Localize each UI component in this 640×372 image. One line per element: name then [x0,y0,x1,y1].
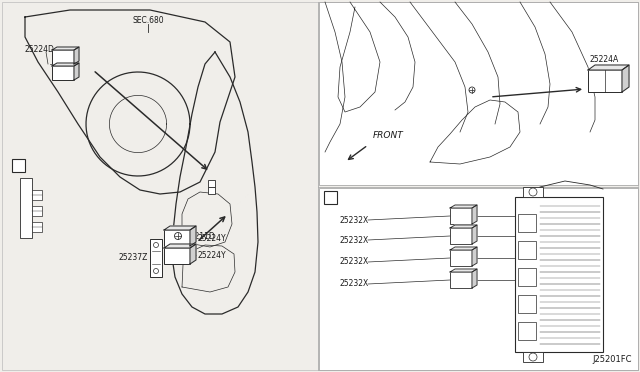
Polygon shape [472,225,477,244]
Bar [450,208,472,224]
Bar [52,66,74,80]
Bar [208,187,215,194]
Bar [12,159,25,172]
Bar [450,250,472,266]
Bar [518,241,536,259]
Text: 25232X: 25232X [340,279,369,289]
Text: A: A [327,193,334,202]
Polygon shape [472,247,477,266]
Bar [518,295,536,313]
Polygon shape [74,47,79,64]
Circle shape [529,188,537,196]
Text: SEC.240: SEC.240 [570,199,602,208]
Bar [32,222,42,232]
Bar [20,178,32,238]
Bar [32,190,42,200]
Polygon shape [74,63,79,80]
Text: 25211D: 25211D [185,231,215,241]
Polygon shape [588,65,629,70]
Bar [150,239,162,277]
Bar [450,272,472,288]
Text: 25237Z: 25237Z [118,253,148,263]
Bar [523,352,543,362]
Polygon shape [622,65,629,92]
Polygon shape [450,205,477,208]
Bar [164,248,190,264]
Bar [319,2,638,185]
Circle shape [529,353,537,361]
Circle shape [154,243,159,247]
Polygon shape [450,247,477,250]
Bar [208,180,215,187]
Bar [52,50,74,64]
Polygon shape [52,63,79,66]
Bar [164,230,190,246]
Text: SEC.680: SEC.680 [132,16,164,25]
Text: 25232X: 25232X [340,215,369,224]
Bar [588,70,622,92]
Polygon shape [450,225,477,228]
Polygon shape [164,244,196,248]
Text: 25232X: 25232X [340,257,369,266]
Bar [319,188,638,370]
Text: 25224A: 25224A [590,55,620,64]
Circle shape [154,269,159,273]
Circle shape [175,232,182,240]
Polygon shape [52,47,79,50]
Polygon shape [190,244,196,264]
Polygon shape [472,205,477,224]
Polygon shape [190,226,196,246]
Text: FRONT: FRONT [373,131,404,140]
Polygon shape [472,269,477,288]
Text: J25201FC: J25201FC [593,355,632,364]
Bar [523,187,543,197]
Bar [518,268,536,286]
Bar [450,228,472,244]
Polygon shape [450,269,477,272]
Text: 25224Y: 25224Y [198,250,227,260]
Bar [515,197,603,352]
Text: 25224D: 25224D [24,45,54,54]
Bar [324,191,337,204]
Text: 25232X: 25232X [340,235,369,244]
Text: A: A [15,161,22,170]
Bar [518,214,536,232]
Bar [32,206,42,216]
Polygon shape [164,226,196,230]
Bar [518,322,536,340]
Text: 25224Y: 25224Y [198,234,227,243]
Circle shape [469,87,475,93]
